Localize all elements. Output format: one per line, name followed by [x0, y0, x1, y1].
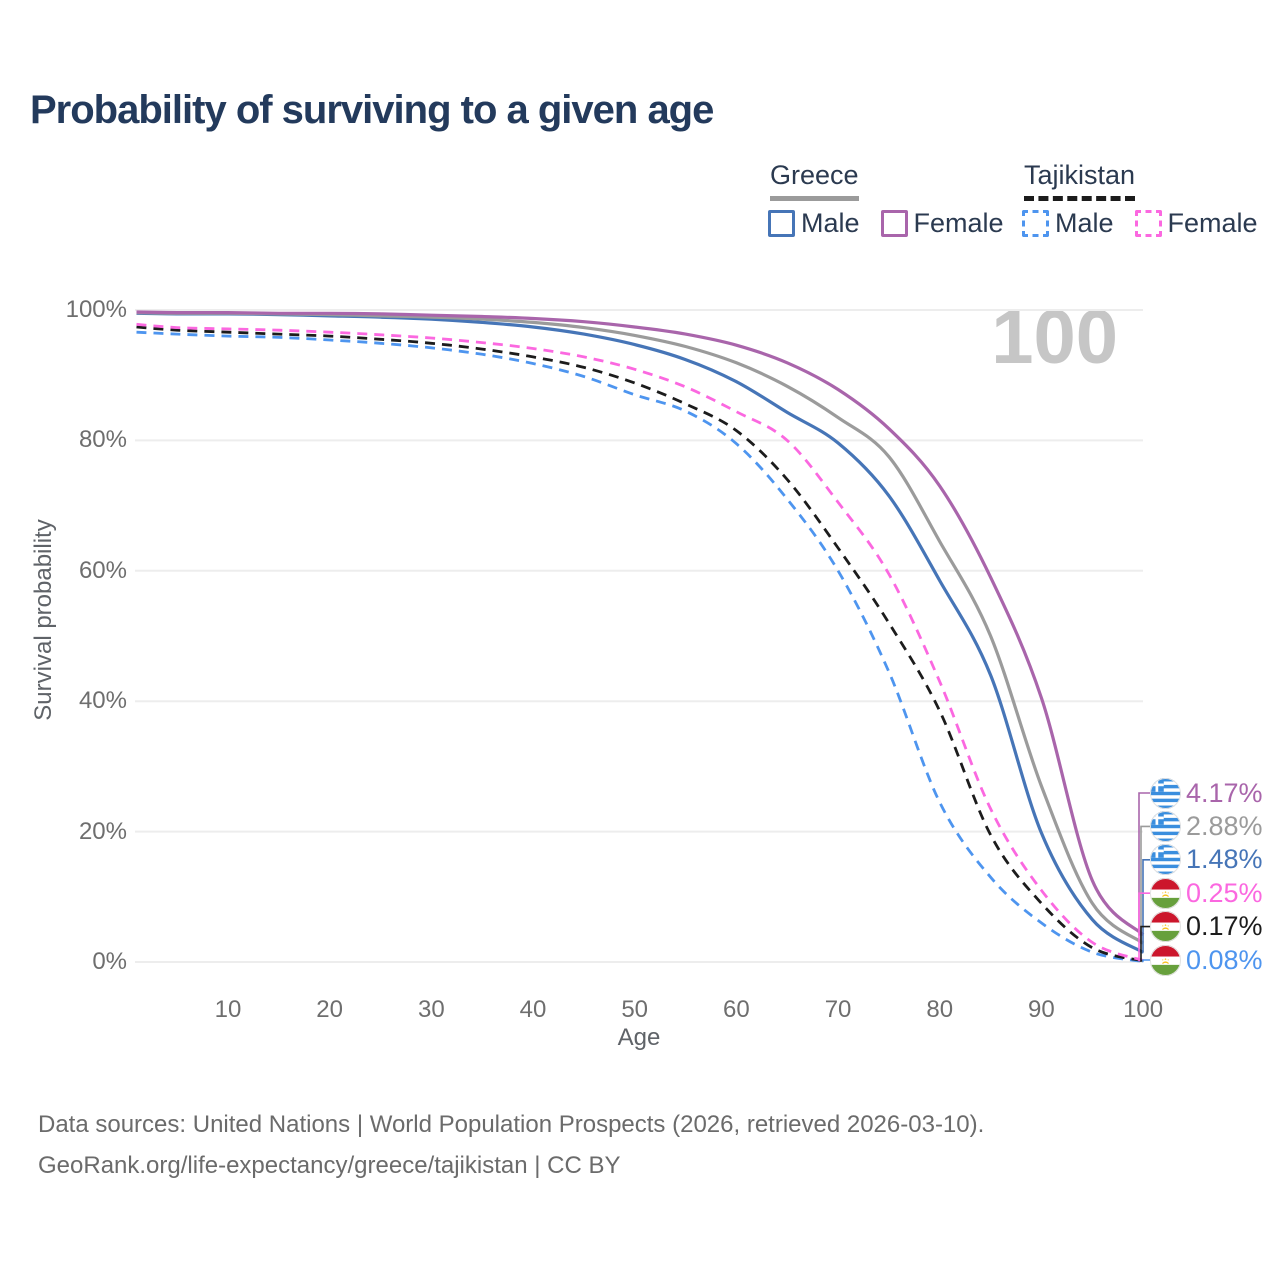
- legend-swatch-tajikistan-female[interactable]: [1134, 210, 1162, 237]
- page-title: Probability of surviving to a given age: [30, 88, 714, 132]
- series-line-tajikistan-female: [136, 322, 1144, 962]
- leader-line-greece-male: [1142, 859, 1150, 954]
- legend-label-tajikistan-male[interactable]: Male: [1055, 208, 1114, 238]
- legend-group-greece: Greece Male Female: [768, 160, 1025, 239]
- source-note: Data sources: United Nations | World Pop…: [38, 1104, 984, 1186]
- y-axis-title: Survival probability: [30, 519, 57, 721]
- legend-swatch-greece-male[interactable]: [768, 210, 795, 237]
- series-line-greece-both: [136, 311, 1145, 945]
- legend-label-tajikistan-female[interactable]: Female: [1167, 208, 1258, 238]
- legend-group-tajikistan: Tajikistan Male Female: [1022, 160, 1279, 239]
- source-line-1: Data sources: United Nations | World Pop…: [38, 1111, 985, 1138]
- x-axis-title: Age: [617, 1024, 661, 1051]
- age-ticker-watermark: 100: [991, 295, 1118, 380]
- series-line-greece-male: [136, 311, 1144, 954]
- legend-swatch-greece-female[interactable]: [880, 210, 908, 237]
- legend-greece-title[interactable]: Greece: [770, 160, 859, 201]
- series-line-tajikistan-male: [136, 330, 1144, 963]
- legend-label-greece-male[interactable]: Male: [801, 208, 860, 238]
- series-line-tajikistan-both: [136, 325, 1144, 963]
- legend-swatch-tajikistan-male[interactable]: [1022, 210, 1049, 237]
- legend-tajikistan-title[interactable]: Tajikistan: [1024, 160, 1136, 201]
- leader-line-tajikistan-male: [1142, 959, 1150, 963]
- series-line-greece-female: [136, 310, 1145, 936]
- source-line-2: GeoRank.org/life-expectancy/greece/tajik…: [38, 1152, 621, 1179]
- legend-label-greece-female[interactable]: Female: [913, 208, 1004, 238]
